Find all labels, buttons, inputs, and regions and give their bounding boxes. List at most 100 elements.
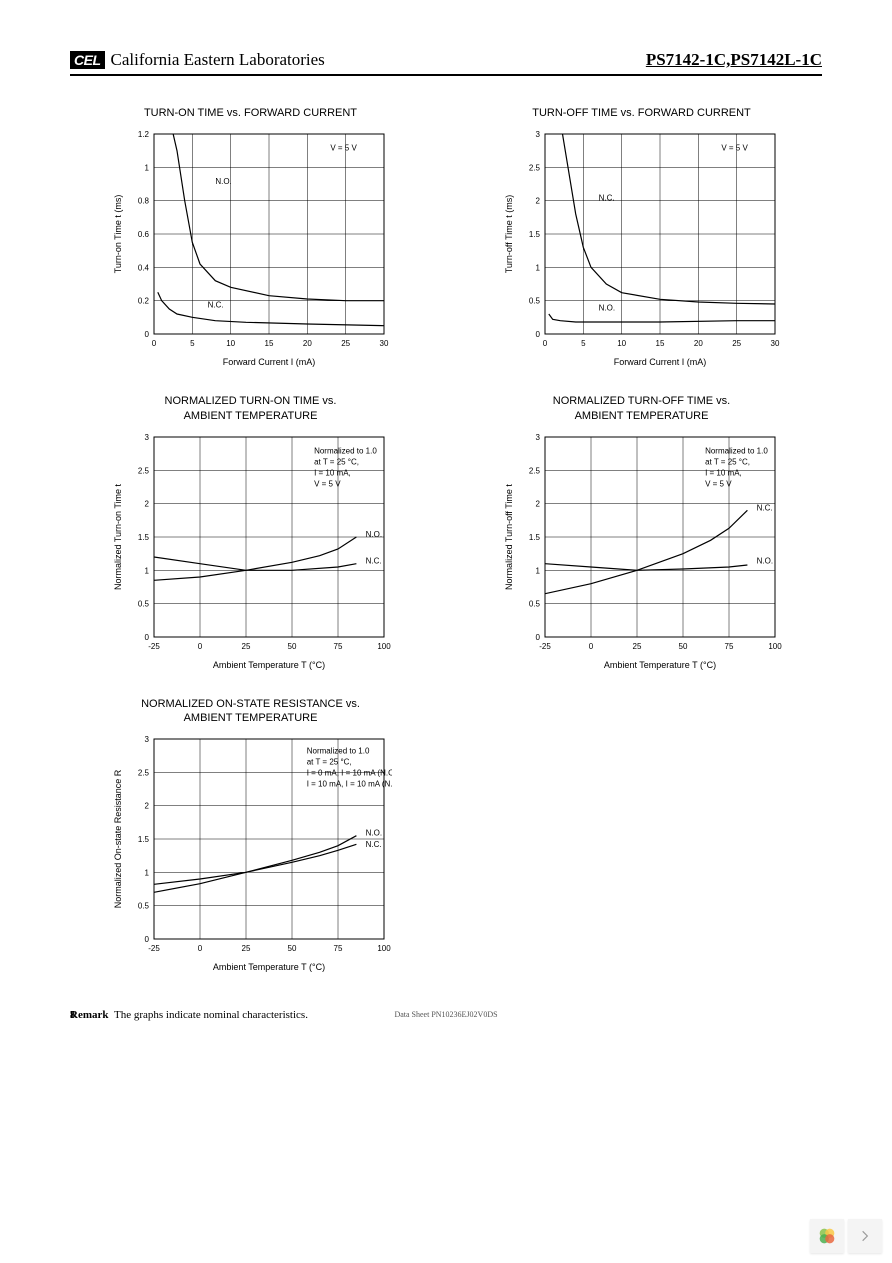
svg-text:0.6: 0.6 — [138, 230, 150, 239]
svg-text:Normalized to 1.0: Normalized to 1.0 — [705, 447, 768, 456]
svg-text:1: 1 — [145, 164, 150, 173]
chevron-right-icon — [858, 1229, 872, 1243]
svg-text:25: 25 — [242, 642, 251, 651]
svg-text:V = 5 V: V = 5 V — [721, 144, 748, 153]
svg-text:0: 0 — [198, 642, 203, 651]
svg-text:0: 0 — [198, 944, 203, 953]
charts-grid: TURN-ON TIME vs. FORWARD CURRENT05101520… — [70, 106, 822, 979]
svg-text:20: 20 — [694, 339, 703, 348]
svg-text:25: 25 — [732, 339, 741, 348]
svg-text:3: 3 — [536, 433, 541, 442]
svg-text:0.2: 0.2 — [138, 297, 150, 306]
chart-1: TURN-OFF TIME vs. FORWARD CURRENT0510152… — [461, 106, 822, 374]
svg-text:0: 0 — [543, 339, 548, 348]
svg-text:I = 10 mA, I = 10 mA (N.C.: I = 10 mA, I = 10 mA (N.C.) — [307, 780, 392, 789]
svg-text:15: 15 — [656, 339, 665, 348]
nav-overlay — [810, 1219, 882, 1253]
svg-text:0.5: 0.5 — [529, 297, 541, 306]
svg-text:100: 100 — [377, 944, 391, 953]
svg-text:75: 75 — [725, 642, 734, 651]
svg-text:N.C.: N.C. — [366, 840, 382, 849]
svg-text:Normalized Turn-off Time t: Normalized Turn-off Time t — [504, 483, 514, 589]
svg-text:Forward Current I (mA): Forward Current I (mA) — [614, 357, 707, 367]
svg-text:2: 2 — [536, 197, 541, 206]
svg-text:-25: -25 — [539, 642, 551, 651]
svg-text:N.O.: N.O. — [757, 557, 773, 566]
svg-text:Ambient Temperature T (°C: Ambient Temperature T (°C) — [604, 660, 716, 670]
svg-text:2: 2 — [145, 500, 150, 509]
chart-title: TURN-OFF TIME vs. FORWARD CURRENT — [532, 106, 751, 120]
svg-text:0: 0 — [589, 642, 594, 651]
svg-text:0.5: 0.5 — [529, 600, 541, 609]
next-page-button[interactable] — [848, 1219, 882, 1253]
flower-icon — [816, 1225, 838, 1247]
svg-text:2.5: 2.5 — [138, 466, 150, 475]
svg-text:at T = 25 °C,: at T = 25 °C, — [307, 758, 352, 767]
svg-text:50: 50 — [679, 642, 688, 651]
svg-text:I = 0 mA, I = 10 mA (N.O.): I = 0 mA, I = 10 mA (N.O.) — [307, 769, 392, 778]
svg-text:25: 25 — [633, 642, 642, 651]
svg-text:30: 30 — [771, 339, 780, 348]
svg-text:-25: -25 — [148, 642, 160, 651]
svg-text:50: 50 — [288, 944, 297, 953]
chart-plot: -25025507510000.511.522.53N.O.N.C.Normal… — [109, 429, 392, 677]
svg-text:N.O.: N.O. — [599, 304, 615, 313]
svg-text:1: 1 — [145, 566, 150, 575]
svg-text:1: 1 — [536, 264, 541, 273]
svg-text:Normalized Turn-on Time t: Normalized Turn-on Time t — [113, 483, 123, 590]
chart-plot: 05101520253000.511.522.53N.C.N.O.V = 5 V… — [500, 126, 783, 374]
svg-text:N.O.: N.O. — [366, 530, 382, 539]
chart-title: TURN-ON TIME vs. FORWARD CURRENT — [144, 106, 357, 120]
page-number: 8 — [70, 1010, 75, 1021]
svg-text:0: 0 — [536, 330, 541, 339]
chart-plot: -25025507510000.511.522.53N.C.N.O.Normal… — [500, 429, 783, 677]
chart-2: NORMALIZED TURN-ON TIME vs. AMBIENT TEMP… — [70, 394, 431, 677]
cel-logo: CEL — [70, 51, 105, 69]
svg-text:1: 1 — [145, 869, 150, 878]
svg-text:75: 75 — [334, 944, 343, 953]
svg-text:3: 3 — [145, 735, 150, 744]
chart-plot: 05101520253000.20.40.60.811.2N.O.N.C.V =… — [109, 126, 392, 374]
svg-text:2: 2 — [536, 500, 541, 509]
svg-text:1.5: 1.5 — [529, 230, 541, 239]
page-footer: 8 Data Sheet PN10236EJ02V0DS — [70, 1010, 822, 1021]
svg-text:Normalized to 1.0: Normalized to 1.0 — [314, 447, 377, 456]
svg-text:25: 25 — [341, 339, 350, 348]
svg-text:15: 15 — [265, 339, 274, 348]
svg-text:N.C.: N.C. — [366, 557, 382, 566]
chart-plot: -25025507510000.511.522.53N.O.N.C.Normal… — [109, 731, 392, 979]
chart-title: NORMALIZED TURN-OFF TIME vs. AMBIENT TEM… — [553, 394, 730, 423]
svg-text:I = 10 mA,: I = 10 mA, — [314, 469, 351, 478]
svg-text:Normalized On-state Resistance: Normalized On-state Resistance R — [113, 770, 123, 909]
svg-text:5: 5 — [581, 339, 586, 348]
svg-text:Turn-on Time t (ms): Turn-on Time t (ms) — [113, 195, 123, 274]
svg-text:1.5: 1.5 — [138, 533, 150, 542]
chart-0: TURN-ON TIME vs. FORWARD CURRENT05101520… — [70, 106, 431, 374]
svg-text:0: 0 — [145, 935, 150, 944]
svg-text:Forward Current I (mA): Forward Current I (mA) — [223, 357, 316, 367]
svg-text:0.5: 0.5 — [138, 902, 150, 911]
svg-text:at T = 25 °C,: at T = 25 °C, — [705, 458, 750, 467]
svg-text:10: 10 — [617, 339, 626, 348]
svg-text:2.5: 2.5 — [529, 466, 541, 475]
svg-text:Turn-off Time t (ms): Turn-off Time t (ms) — [504, 195, 514, 274]
svg-text:0: 0 — [145, 330, 150, 339]
svg-text:V = 5 V: V = 5 V — [705, 480, 732, 489]
svg-text:1.2: 1.2 — [138, 130, 150, 139]
svg-text:10: 10 — [226, 339, 235, 348]
chart-3: NORMALIZED TURN-OFF TIME vs. AMBIENT TEM… — [461, 394, 822, 677]
svg-text:Ambient Temperature T (°C: Ambient Temperature T (°C) — [213, 962, 325, 972]
svg-text:50: 50 — [288, 642, 297, 651]
svg-text:N.C.: N.C. — [208, 301, 224, 310]
svg-text:0.4: 0.4 — [138, 264, 150, 273]
svg-text:N.O.: N.O. — [215, 177, 231, 186]
svg-text:30: 30 — [380, 339, 389, 348]
svg-text:0.5: 0.5 — [138, 600, 150, 609]
nav-logo-button[interactable] — [810, 1219, 844, 1253]
svg-text:N.O.: N.O. — [366, 829, 382, 838]
chart-title: NORMALIZED ON-STATE RESISTANCE vs. AMBIE… — [141, 697, 360, 726]
svg-text:V = 5 V: V = 5 V — [330, 144, 357, 153]
page-header: CEL California Eastern Laboratories PS71… — [70, 50, 822, 76]
svg-text:1.5: 1.5 — [138, 835, 150, 844]
svg-text:20: 20 — [303, 339, 312, 348]
